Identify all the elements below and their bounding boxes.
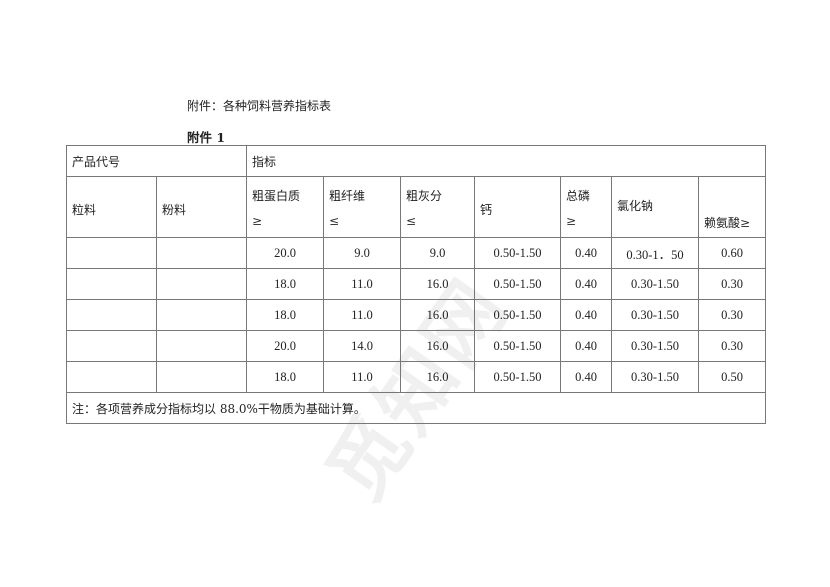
table-cell: [66, 361, 157, 393]
table-note: 注：各项营养成分指标均以 88.0%干物质为基础计算。: [66, 392, 766, 424]
header-crude-protein: 粗蛋白质 ≥: [246, 176, 324, 238]
table-cell: 11.0: [323, 299, 401, 331]
document-title: 附件：各种饲料营养指标表: [187, 99, 332, 113]
table-cell: 0.40: [560, 268, 612, 300]
table-cell: 18.0: [246, 268, 324, 300]
table-cell: 18.0: [246, 361, 324, 393]
table-cell: 20.0: [246, 237, 324, 269]
table-cell: [156, 330, 247, 362]
table-cell: 0.30-1.50: [611, 299, 699, 331]
table-row: 20.0 14.0 16.0 0.50-1.50 0.40 0.30-1.50 0.30: [66, 330, 766, 362]
header-pellet: 粒料: [66, 176, 157, 238]
table-cell: 16.0: [400, 361, 475, 393]
table-cell: [156, 237, 247, 269]
document-subtitle: 附件 1: [187, 130, 226, 145]
header-total-phosphorus: 总磷 ≥: [560, 176, 612, 238]
note-row: 注：各项营养成分指标均以 88.0%干物质为基础计算。: [66, 392, 766, 424]
header-indicators: 指标: [246, 145, 766, 177]
table-cell: 0.50: [698, 361, 766, 393]
header-powder: 粉料: [156, 176, 247, 238]
table-cell: 0.30-1.50: [611, 268, 699, 300]
table-cell: [156, 268, 247, 300]
table-cell: 0.40: [560, 299, 612, 331]
header-crude-ash: 粗灰分 ≤: [400, 176, 475, 238]
table-cell: 11.0: [323, 361, 401, 393]
table-cell: 0.30: [698, 330, 766, 362]
table-cell: 0.50-1.50: [474, 299, 561, 331]
header-crude-fiber: 粗纤维 ≤: [323, 176, 401, 238]
table-cell: [156, 299, 247, 331]
header-product-code: 产品代号: [66, 145, 247, 177]
table-cell: [66, 299, 157, 331]
table-cell: 9.0: [323, 237, 401, 269]
table-cell: 14.0: [323, 330, 401, 362]
table-cell: 0.40: [560, 361, 612, 393]
table-row: 18.0 11.0 16.0 0.50-1.50 0.40 0.30-1.50 0.50: [66, 361, 766, 393]
header-sodium-chloride: 氯化钠: [611, 176, 699, 238]
table-cell: 18.0: [246, 299, 324, 331]
table-cell: 0.30-1.50: [611, 330, 699, 362]
table-row: 18.0 11.0 16.0 0.50-1.50 0.40 0.30-1.50 0.30: [66, 299, 766, 331]
table-cell: 20.0: [246, 330, 324, 362]
table-cell: [66, 237, 157, 269]
table-cell: 0.50-1.50: [474, 330, 561, 362]
table-cell: 16.0: [400, 268, 475, 300]
table-cell: 11.0: [323, 268, 401, 300]
table-cell: 9.0: [400, 237, 475, 269]
table-cell: 0.30: [698, 299, 766, 331]
table-row: 18.0 11.0 16.0 0.50-1.50 0.40 0.30-1.50 0.30: [66, 268, 766, 300]
table-cell: [156, 361, 247, 393]
table-cell: 0.50-1.50: [474, 268, 561, 300]
table-cell: [66, 268, 157, 300]
table-cell: 0.30: [698, 268, 766, 300]
table-cell: 0.30-1.50: [611, 361, 699, 393]
table-cell: 0.50-1.50: [474, 237, 561, 269]
header-lysine: 赖氨酸≥: [698, 176, 766, 238]
header-calcium: 钙: [474, 176, 561, 238]
table-cell: 0.30-1．50: [611, 237, 699, 269]
header-row-1: 产品代号 指标: [66, 145, 766, 177]
table-cell: 0.60: [698, 237, 766, 269]
table-cell: [66, 330, 157, 362]
table-row: 20.0 9.0 9.0 0.50-1.50 0.40 0.30-1．50 0.60: [66, 237, 766, 269]
table-cell: 16.0: [400, 299, 475, 331]
table-cell: 0.40: [560, 330, 612, 362]
table-cell: 0.40: [560, 237, 612, 269]
nutrition-table: 产品代号 指标 粒料 粉料 粗蛋白质 ≥ 粗纤维 ≤ 粗灰分 ≤ 钙 总磷 ≥ 氯化钠 …: [66, 145, 766, 424]
header-row-2: 粒料 粉料 粗蛋白质 ≥ 粗纤维 ≤ 粗灰分 ≤ 钙 总磷 ≥ 氯化钠 赖氨酸≥: [66, 176, 766, 238]
table-cell: 16.0: [400, 330, 475, 362]
table-cell: 0.50-1.50: [474, 361, 561, 393]
